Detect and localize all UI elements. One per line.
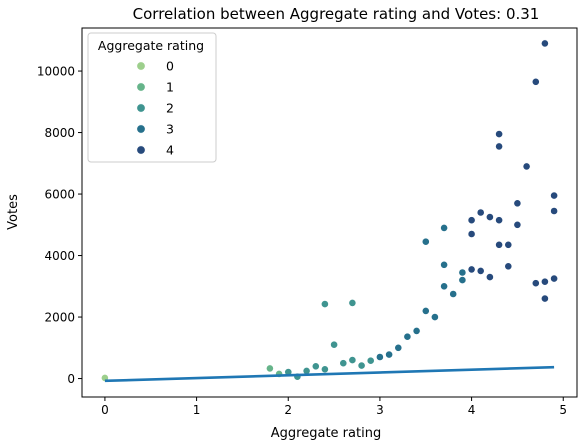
data-point xyxy=(485,213,494,221)
legend-entries: 0 1 2 3 4 xyxy=(136,59,174,158)
data-point xyxy=(311,362,320,371)
legend-marker xyxy=(136,145,146,155)
data-point xyxy=(467,265,476,274)
data-point xyxy=(440,282,448,291)
legend-marker xyxy=(136,61,146,71)
data-point xyxy=(541,277,549,286)
x-axis-ticks: 0 1 2 3 4 5 xyxy=(101,397,567,417)
legend-marker xyxy=(136,103,146,113)
data-point xyxy=(412,326,421,335)
data-point xyxy=(449,290,458,298)
data-point xyxy=(330,340,338,349)
legend-box xyxy=(87,32,217,163)
data-point xyxy=(394,343,403,352)
data-point xyxy=(339,359,348,368)
data-point xyxy=(522,162,531,171)
data-point xyxy=(430,313,439,321)
data-point xyxy=(348,298,357,307)
data-point xyxy=(348,356,357,364)
data-point xyxy=(541,294,549,303)
data-point xyxy=(495,130,503,138)
data-point xyxy=(440,223,448,232)
data-point xyxy=(476,266,485,275)
data-point xyxy=(550,274,558,283)
data-point xyxy=(550,207,558,215)
x-tick-label: 4 xyxy=(468,403,476,417)
y-tick-label: 2000 xyxy=(44,311,75,325)
legend-marker xyxy=(136,124,146,134)
data-point xyxy=(320,300,329,308)
legend-title: Aggregate rating xyxy=(98,38,204,53)
data-point xyxy=(550,191,558,200)
legend-label: 4 xyxy=(166,143,174,158)
data-point xyxy=(531,77,540,86)
y-tick-label: 0 xyxy=(67,372,75,386)
data-point xyxy=(421,306,430,315)
legend-label: 0 xyxy=(166,59,174,74)
plot-frame xyxy=(81,27,578,398)
x-tick-label: 1 xyxy=(193,403,201,417)
data-point xyxy=(375,353,384,361)
data-point xyxy=(467,216,476,225)
y-tick-label: 4000 xyxy=(44,249,75,263)
data-point xyxy=(513,199,522,208)
data-point xyxy=(320,365,329,374)
data-point xyxy=(495,240,503,249)
y-axis-ticks: 0 2000 4000 6000 8000 10000 xyxy=(37,65,82,386)
data-point xyxy=(403,332,412,341)
legend-marker xyxy=(136,82,146,92)
data-point xyxy=(357,361,366,370)
data-point xyxy=(458,276,467,284)
x-tick-label: 3 xyxy=(376,403,384,417)
y-tick-label: 6000 xyxy=(44,188,75,202)
data-point xyxy=(495,142,503,151)
y-tick-label: 10000 xyxy=(37,65,75,79)
data-point xyxy=(504,240,513,249)
data-point xyxy=(513,220,522,229)
data-point xyxy=(440,260,448,269)
data-point xyxy=(458,268,467,277)
data-point xyxy=(476,208,485,217)
data-point xyxy=(531,279,540,288)
legend: Aggregate rating 0 1 2 3 4 xyxy=(87,32,217,163)
x-tick-label: 5 xyxy=(559,403,567,417)
x-axis-label: Aggregate rating xyxy=(271,426,381,441)
data-point xyxy=(366,356,375,365)
y-tick-label: 8000 xyxy=(44,126,75,140)
data-point xyxy=(467,230,476,238)
legend-label: 2 xyxy=(166,101,174,116)
data-point xyxy=(421,237,430,246)
data-point xyxy=(504,262,513,271)
data-point xyxy=(541,39,549,48)
data-point xyxy=(385,350,393,359)
data-point xyxy=(495,216,503,225)
x-tick-label: 2 xyxy=(284,403,292,417)
regression-line xyxy=(104,365,555,383)
legend-label: 1 xyxy=(166,80,174,95)
chart-title: Correlation between Aggregate rating and… xyxy=(133,5,540,23)
x-tick-label: 0 xyxy=(101,403,109,417)
y-axis-label: Votes xyxy=(6,194,21,230)
data-point xyxy=(265,364,274,373)
data-point xyxy=(485,273,494,281)
legend-label: 3 xyxy=(166,122,174,137)
